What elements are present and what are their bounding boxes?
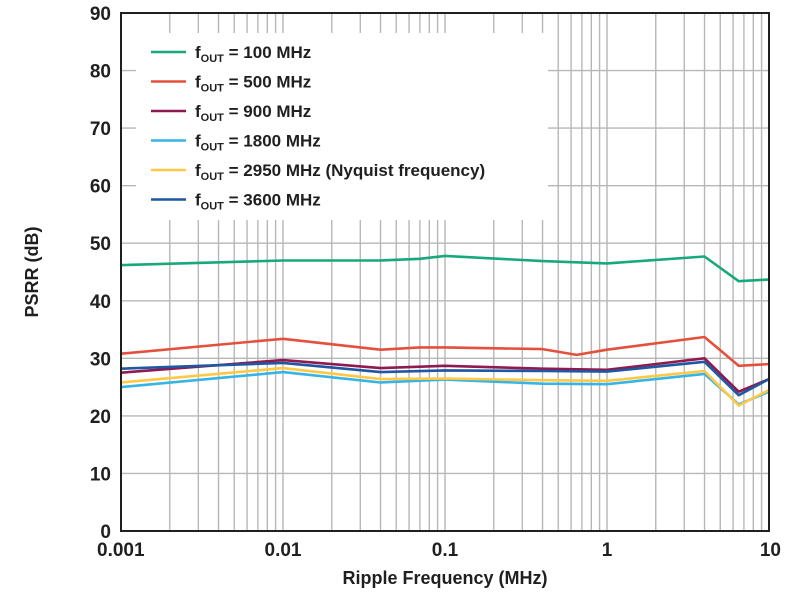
x-tick-label: 0.01 xyxy=(265,540,302,561)
y-tick-label: 80 xyxy=(90,62,111,83)
y-tick-label: 0 xyxy=(100,522,111,543)
legend-entry-5: fOUT = 2950 MHz (Nyquist frequency) xyxy=(195,161,485,183)
series-line-1 xyxy=(120,254,770,283)
series-line-6 xyxy=(120,360,770,397)
y-tick-label: 30 xyxy=(90,349,111,370)
y-tick-label: 50 xyxy=(90,234,111,255)
legend: fOUT = 100 MHz fOUT = 500 MHz fOUT = 900 M… xyxy=(136,33,548,220)
x-tick-label: 10 xyxy=(760,540,781,561)
legend-entry-4: fOUT = 1800 MHz xyxy=(195,132,321,154)
y-tick-label: 40 xyxy=(90,292,111,313)
x-tick-label: 1 xyxy=(602,540,613,561)
x-tick-label: 0.001 xyxy=(97,540,145,561)
y-tick-label: 60 xyxy=(90,177,111,198)
series-line-5 xyxy=(120,366,770,407)
y-tick-label: 10 xyxy=(90,464,111,485)
y-tick-label: 90 xyxy=(90,4,111,25)
legend-entry-2: fOUT = 500 MHz xyxy=(195,73,311,95)
legend-background xyxy=(136,33,548,220)
legend-entry-1: fOUT = 100 MHz xyxy=(195,43,311,65)
tick-labels: 0 10 20 30 40 50 60 70 80 90 0.001 0.01 0.1 1 10 xyxy=(90,4,781,561)
series-line-3 xyxy=(120,356,770,394)
legend-entry-3: fOUT = 900 MHz xyxy=(195,102,311,124)
y-axis-title: PSRR (dB) xyxy=(22,227,42,318)
series-lines xyxy=(120,254,770,407)
x-tick-label: 0.1 xyxy=(432,540,459,561)
plot-frame xyxy=(120,12,770,532)
x-axis-title: Ripple Frequency (MHz) xyxy=(342,568,547,588)
series-line-2 xyxy=(120,335,770,368)
legend-entry-6: fOUT = 3600 MHz xyxy=(195,191,321,213)
y-tick-label: 70 xyxy=(90,119,111,140)
y-tick-label: 20 xyxy=(90,407,111,428)
